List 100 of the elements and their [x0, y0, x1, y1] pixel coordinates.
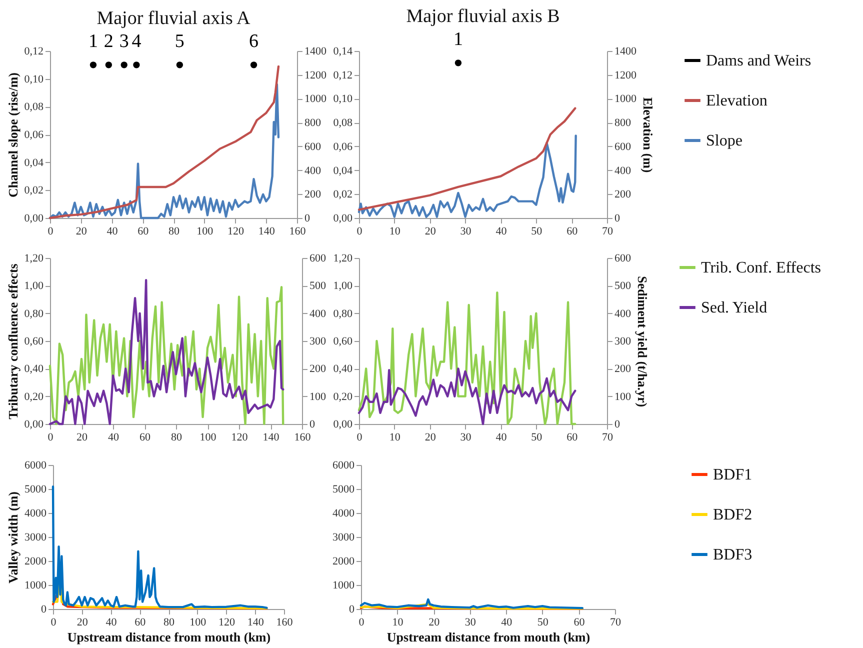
x-tick-label: 70 — [602, 432, 614, 444]
annotation: 3 — [119, 30, 129, 52]
y2-tick-label: 1400 — [304, 46, 327, 58]
y-tick-label: 5000 — [332, 484, 355, 496]
x-tick-label: 140 — [247, 616, 264, 628]
y-tick-label: 0,10 — [24, 73, 44, 86]
y-tick-label: 4000 — [332, 508, 355, 520]
y-tick-label: 1,00 — [333, 280, 353, 292]
x-tick-label: 120 — [218, 616, 236, 628]
y2-tick-label: 600 — [614, 252, 632, 264]
y2-tick-label: 400 — [614, 308, 632, 320]
x-tick-label: 40 — [106, 226, 118, 238]
legend-label: Slope — [706, 132, 742, 150]
y-tick-label: 0,02 — [333, 188, 352, 201]
y-tick-label: 0,80 — [333, 308, 353, 320]
y-tick-label: 0 — [41, 604, 47, 616]
x-tick-label: 50 — [531, 226, 543, 238]
y-tick-label: 1000 — [332, 580, 355, 592]
y-tick-label: 0,00 — [333, 418, 353, 430]
x-tick-label: 20 — [76, 616, 88, 628]
x-tick-label: 60 — [566, 226, 578, 238]
y-axis-title: Tributary confluence effects — [5, 264, 20, 420]
x-tick-label: 140 — [258, 226, 276, 238]
y-tick-label: 0,00 — [24, 418, 44, 430]
y2-tick-label: 800 — [304, 117, 322, 130]
x-tick-label: 10 — [392, 616, 404, 628]
legend-label: Elevation — [706, 92, 768, 110]
x-tick-label: 60 — [566, 432, 578, 444]
y-tick-label: 0,04 — [24, 156, 44, 169]
y-tick-label: 1,00 — [24, 280, 44, 292]
y2-tick-label: 300 — [614, 336, 632, 348]
x-tick-label: 40 — [501, 616, 513, 628]
x-tick-label: 120 — [231, 432, 248, 444]
y-tick-label: 0,08 — [333, 117, 353, 130]
x-tick-label: 30 — [460, 226, 472, 238]
y2-tick-label: 100 — [614, 390, 632, 403]
y2-tick-label: 600 — [310, 252, 326, 264]
y-tick-label: 0,06 — [333, 140, 353, 153]
y-tick-label: 6000 — [24, 460, 47, 472]
y-tick-label: 0,40 — [24, 363, 44, 376]
x-tick-label: 80 — [168, 226, 180, 238]
y-tick-label: 0,00 — [333, 212, 353, 224]
y2-tick-label: 0 — [614, 418, 620, 430]
y2-tick-label: 300 — [310, 336, 326, 348]
x-tick-label: 120 — [228, 226, 244, 238]
x-tick-label: 30 — [464, 616, 476, 628]
x-axis-title: Upstream distance from mouth (km) — [67, 630, 271, 644]
y2-tick-label: 400 — [310, 308, 326, 320]
y-tick-label: 0,12 — [333, 69, 352, 82]
x-tick-label: 10 — [389, 432, 401, 444]
y-tick-label: 5000 — [24, 484, 47, 496]
annotation: 2 — [104, 30, 114, 52]
x-tick-label: 160 — [294, 432, 312, 444]
x-tick-label: 70 — [610, 616, 622, 628]
y2-tick-label: 800 — [614, 117, 632, 130]
annotation: 1 — [453, 28, 463, 50]
y2-tick-label: 1000 — [304, 93, 327, 106]
y2-tick-label: 1200 — [614, 69, 637, 82]
y2-axis-title: Elevation (m) — [640, 97, 656, 173]
x-tick-label: 100 — [190, 616, 207, 628]
legend-label: BDF1 — [713, 466, 752, 484]
x-tick-label: 60 — [574, 616, 586, 628]
y-tick-label: 2000 — [332, 556, 355, 568]
y2-tick-label: 200 — [304, 188, 322, 201]
x-tick-label: 0 — [356, 432, 363, 444]
line-series — [358, 134, 577, 218]
y-tick-label: 0,60 — [333, 336, 353, 348]
y-tick-label: 2000 — [24, 556, 47, 568]
x-tick-label: 100 — [200, 432, 217, 444]
chart-title: Major fluvial axis A — [96, 8, 251, 29]
y-tick-label: 0 — [349, 604, 355, 616]
x-tick-label: 20 — [428, 616, 440, 628]
line-series — [360, 598, 584, 610]
x-tick-label: 40 — [108, 432, 120, 444]
y-tick-label: 3000 — [24, 532, 47, 544]
y-axis-title: Valley width (m) — [6, 492, 20, 584]
y-axis-title: Channel slope (rise/m) — [5, 72, 20, 198]
x-tick-label: 20 — [76, 432, 88, 444]
x-tick-label: 160 — [276, 616, 294, 628]
x-tick-label: 20 — [424, 432, 436, 444]
legend-label: BDF3 — [713, 546, 752, 564]
x-tick-label: 50 — [537, 616, 549, 628]
x-tick-label: 30 — [460, 432, 472, 444]
y-tick-label: 0,20 — [333, 390, 353, 403]
x-tick-label: 70 — [602, 226, 614, 238]
annotation: 6 — [249, 30, 259, 52]
x-tick-label: 40 — [496, 432, 508, 444]
y-tick-label: 0,00 — [24, 212, 44, 224]
y-tick-label: 0,08 — [24, 101, 44, 114]
x-tick-label: 40 — [496, 226, 508, 238]
legend-label: Sed. Yield — [701, 300, 768, 316]
y-tick-label: 0,04 — [333, 164, 353, 177]
x-tick-label: 20 — [424, 226, 436, 238]
annotation: 5 — [174, 30, 184, 52]
x-tick-label: 60 — [140, 432, 151, 444]
y2-axis-title: Sediment yield (t/ha.yr) — [635, 276, 650, 408]
y2-tick-label: 0 — [310, 418, 316, 430]
x-tick-label: 140 — [262, 432, 280, 444]
y-tick-label: 0,12 — [24, 46, 44, 58]
x-tick-label: 40 — [106, 616, 118, 628]
